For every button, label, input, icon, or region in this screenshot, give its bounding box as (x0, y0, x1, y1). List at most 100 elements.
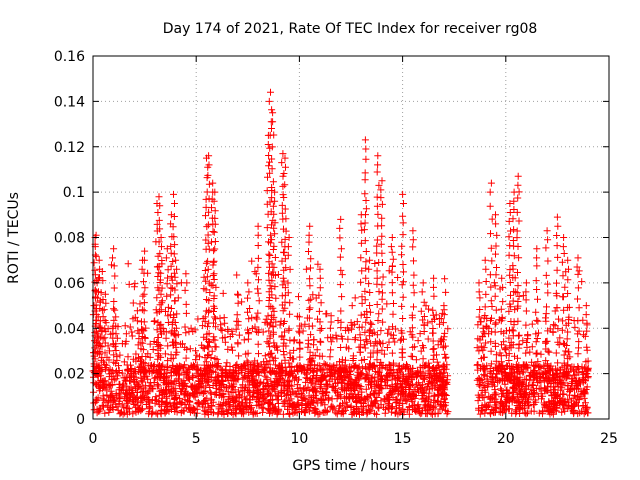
data-point (286, 265, 294, 273)
data-point (131, 280, 139, 288)
data-point (574, 254, 582, 262)
data-point (146, 353, 154, 361)
data-point (421, 375, 428, 383)
data-point (362, 145, 370, 153)
data-point (514, 282, 522, 290)
data-point (209, 272, 217, 279)
data-point (178, 378, 186, 386)
data-point (486, 202, 494, 210)
data-point (102, 365, 109, 373)
data-point (570, 371, 578, 379)
data-point (480, 371, 488, 379)
data-point (396, 336, 404, 344)
data-point (411, 343, 419, 351)
data-point (564, 290, 572, 297)
data-point (432, 311, 440, 319)
data-point (284, 405, 291, 413)
data-point (105, 408, 113, 416)
data-point (246, 305, 254, 312)
data-point (337, 373, 345, 381)
data-point (326, 353, 334, 361)
data-point (255, 297, 263, 305)
data-point (202, 212, 209, 220)
data-point (558, 326, 566, 334)
data-point (128, 332, 136, 340)
data-point (281, 154, 289, 162)
data-point (399, 293, 407, 301)
data-point (235, 331, 243, 339)
data-point (99, 392, 107, 400)
data-point (301, 407, 309, 415)
data-point (194, 315, 202, 323)
data-point (278, 201, 286, 209)
data-point (140, 299, 148, 307)
data-point (151, 374, 159, 382)
data-point (388, 349, 396, 357)
data-point (202, 259, 210, 267)
data-point (550, 321, 558, 329)
data-point (224, 388, 232, 396)
data-point (492, 342, 499, 350)
data-point (269, 109, 277, 117)
data-point (282, 163, 289, 171)
data-point (523, 339, 531, 346)
data-point (284, 243, 292, 251)
data-point (307, 255, 315, 263)
data-point (501, 345, 509, 353)
data-point (171, 241, 179, 249)
data-point (150, 379, 158, 386)
data-point (553, 266, 561, 274)
data-point (426, 363, 433, 371)
data-point (255, 350, 262, 358)
data-point (265, 97, 273, 105)
data-point (338, 356, 346, 364)
data-point (409, 281, 417, 289)
data-point (399, 219, 407, 227)
data-point (543, 227, 551, 235)
data-point (522, 349, 530, 357)
y-tick-label: 0.06 (54, 276, 85, 292)
x-tick-label: 10 (290, 431, 308, 447)
data-point (389, 262, 396, 270)
data-point (492, 319, 500, 327)
data-point (254, 222, 262, 230)
data-point (410, 303, 417, 311)
data-point (211, 245, 219, 253)
data-point (177, 340, 185, 348)
data-point (384, 329, 392, 337)
data-point (274, 400, 282, 407)
data-point (323, 388, 330, 396)
data-point (261, 372, 269, 380)
data-point (533, 335, 541, 342)
data-point (378, 177, 386, 185)
data-point (253, 315, 261, 323)
data-point (181, 323, 189, 331)
data-point (482, 290, 490, 298)
data-point (318, 390, 326, 398)
data-point (574, 350, 582, 358)
y-tick-label: 0.12 (54, 140, 85, 156)
data-point (129, 355, 137, 363)
data-point (116, 351, 124, 359)
data-point (141, 247, 149, 255)
data-point (270, 263, 278, 271)
data-point (378, 249, 386, 257)
data-point (419, 316, 427, 324)
data-point (391, 338, 399, 346)
data-point (140, 278, 147, 286)
data-point (366, 256, 374, 264)
data-point (110, 284, 118, 292)
data-point (507, 227, 514, 235)
data-point (487, 179, 495, 187)
data-point (385, 325, 393, 333)
data-point (515, 331, 523, 339)
data-point (146, 340, 154, 348)
data-point (574, 363, 582, 370)
data-point (366, 407, 374, 415)
data-point (485, 392, 493, 400)
data-point (362, 155, 370, 163)
data-point (355, 375, 363, 383)
data-point (409, 236, 417, 244)
data-point (366, 319, 374, 327)
data-point (202, 195, 210, 203)
